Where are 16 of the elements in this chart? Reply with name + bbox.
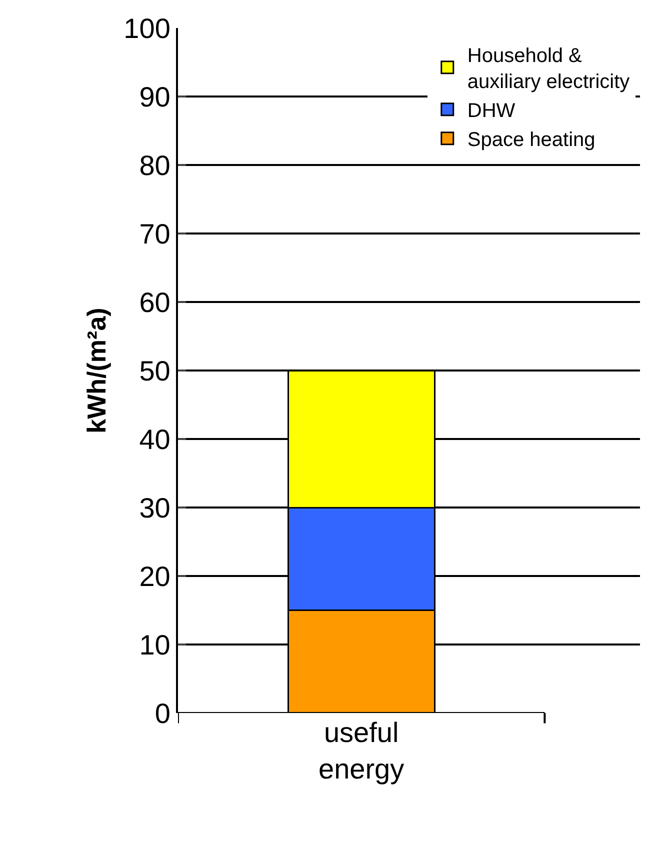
legend-label: Household & auxiliary electricity: [467, 45, 630, 94]
y-tick-label: 80: [139, 150, 170, 181]
x-tick-label: useful energy: [318, 717, 404, 784]
y-tick-label: 70: [139, 218, 170, 250]
y-tick-label: 20: [139, 560, 170, 592]
y-tick-label: 10: [139, 629, 170, 660]
y-tick-label: 100: [124, 12, 170, 44]
y-tick-label: 40: [139, 424, 170, 455]
legend-label: DHW: [467, 100, 516, 122]
y-tick-label: 60: [139, 286, 170, 318]
y-tick-label: 30: [139, 492, 170, 524]
y-tick-label: 90: [139, 81, 170, 112]
y-tick-label: 50: [139, 355, 170, 386]
y-tick-label: 0: [154, 698, 170, 729]
y-axis-title: kWh/(m²a): [82, 308, 112, 434]
legend-label: Space heating: [467, 129, 596, 152]
